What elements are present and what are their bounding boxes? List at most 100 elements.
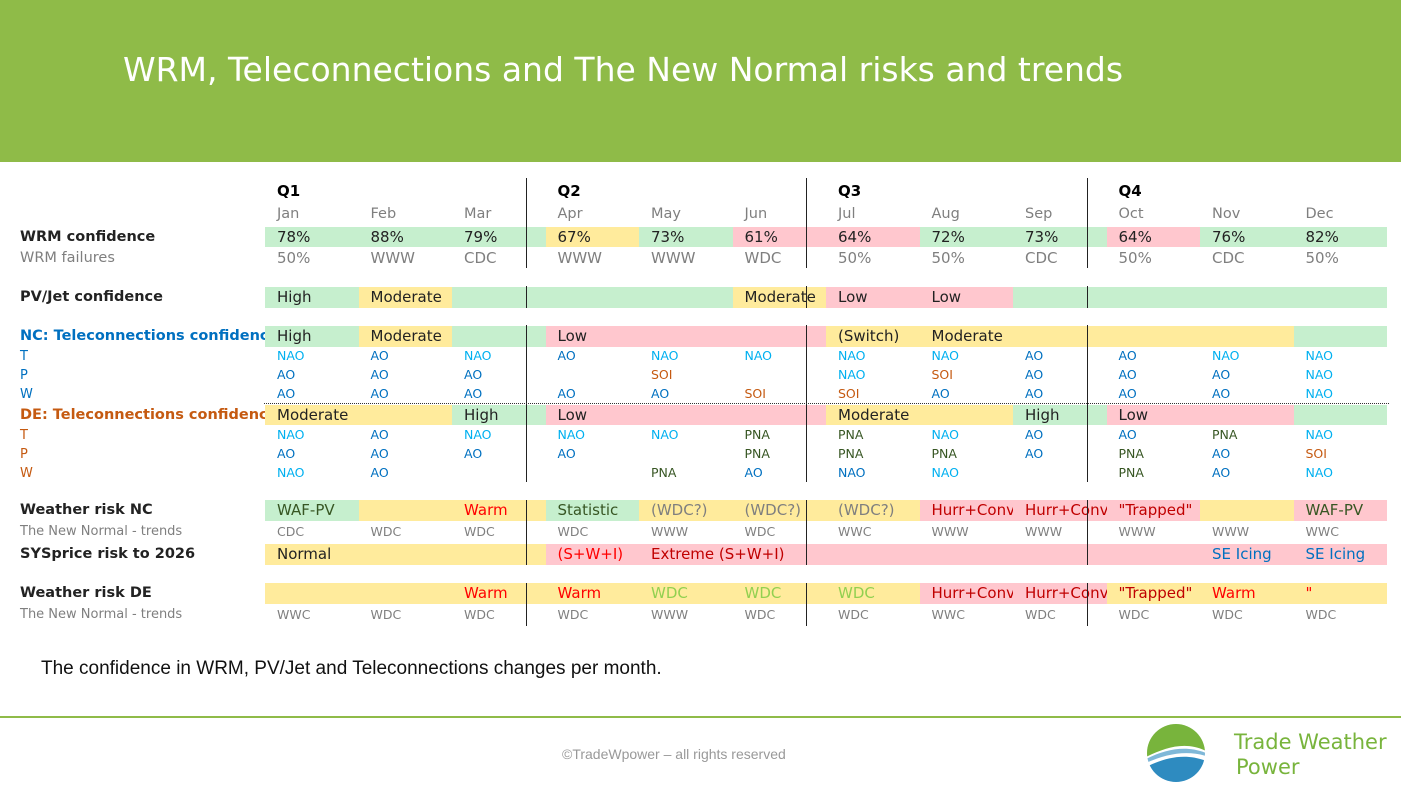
month-header-mar: Mar	[464, 206, 492, 222]
cell-de-w-0: NAO	[277, 465, 305, 480]
cell-wrm-failures-10: CDC	[1212, 249, 1245, 267]
cell-weather-risk-de-9: "Trapped"	[1106, 583, 1200, 604]
copyright-notice: ©TradeWpower – all rights reserved	[562, 746, 786, 762]
cell-nc-p-8: AO	[1025, 367, 1044, 382]
cell-de-tele-confidence-4: High	[1013, 405, 1107, 425]
quarter-divider	[806, 500, 807, 565]
cell-nc-tele-confidence-5: Moderate	[919, 326, 1107, 347]
cell-de-t-1: AO	[370, 427, 389, 442]
cell-nc-t-4: NAO	[651, 348, 679, 363]
cell-nc-tele-confidence-7	[1293, 326, 1387, 347]
cell-nc-t-1: AO	[370, 348, 389, 363]
month-header-oct: Oct	[1118, 206, 1144, 222]
cell-pvjet-confidence-2	[452, 287, 546, 308]
row-label-nc-p: P	[20, 368, 28, 383]
cell-nc-w-3: AO	[557, 386, 576, 401]
cell-nc-w-1: AO	[370, 386, 389, 401]
cell-de-p-10: AO	[1212, 446, 1231, 461]
cell-wrm-failures-4: WWW	[651, 249, 696, 267]
cell-de-w-4: PNA	[651, 465, 677, 480]
quarter-divider	[1086, 583, 1088, 626]
row-label-weather-risk-nc: Weather risk NC	[20, 502, 153, 518]
month-header-jun: Jun	[744, 206, 768, 222]
cell-de-p-7: PNA	[931, 446, 957, 461]
cell-weather-risk-de-7: Hurr+Conv	[919, 583, 1015, 604]
cell-new-normal-de-11: WDC	[1305, 607, 1337, 622]
cell-new-normal-de-10: WDC	[1212, 607, 1243, 622]
cell-de-p-4	[639, 445, 733, 463]
cell-new-normal-nc-6: WWC	[838, 524, 872, 539]
quarter-divider	[525, 286, 527, 308]
cell-wrm-confidence-2: 79%	[452, 227, 546, 247]
cell-wrm-confidence-8: 73%	[1013, 227, 1107, 247]
cell-de-tele-confidence-1: High	[452, 405, 546, 425]
quarter-divider	[525, 583, 527, 626]
cell-de-p-8: AO	[1025, 446, 1044, 461]
cell-new-normal-nc-3: WDC	[557, 524, 589, 539]
month-header-sep: Sep	[1025, 206, 1053, 222]
cell-sysprice-risk-2: Extreme (S+W+I)	[639, 544, 826, 565]
cell-nc-p-5	[733, 366, 827, 384]
cell-nc-t-6: NAO	[838, 348, 866, 363]
footer-divider	[0, 716, 1401, 718]
quarter-divider	[525, 178, 527, 268]
cell-wrm-confidence-1: 88%	[358, 227, 452, 247]
title-banner: WRM, Teleconnections and The New Normal …	[0, 0, 1401, 162]
cell-weather-risk-de-5: WDC	[732, 583, 826, 604]
cell-nc-tele-confidence-3: Low	[545, 326, 826, 347]
cell-weather-risk-nc-4: (WDC?)	[639, 500, 733, 521]
cell-nc-p-6: NAO	[838, 367, 866, 382]
cell-wrm-confidence-0: 78%	[265, 227, 359, 247]
dotted-separator	[264, 403, 1389, 404]
cell-nc-p-3	[546, 366, 640, 384]
cell-nc-p-11: NAO	[1305, 367, 1334, 382]
quarter-header-q4: Q4	[1118, 182, 1142, 200]
cell-new-normal-nc-9: WWW	[1118, 524, 1156, 539]
cell-de-tele-confidence-3: Moderate	[826, 405, 1013, 425]
cell-sysprice-risk-0: Normal	[265, 544, 546, 565]
cell-nc-p-0: AO	[277, 367, 296, 382]
cell-sysprice-risk-3	[826, 544, 1200, 565]
cell-wrm-failures-1: WWW	[370, 249, 416, 267]
cell-wrm-confidence-7: 72%	[919, 227, 1013, 247]
cell-new-normal-de-4: WWW	[651, 607, 689, 622]
row-label-weather-risk-de: Weather risk DE	[20, 585, 152, 601]
quarter-header-q3: Q3	[838, 182, 862, 200]
month-header-jan: Jan	[277, 206, 300, 222]
row-label-de-p: P	[20, 447, 28, 462]
cell-pvjet-confidence-3	[545, 287, 733, 308]
cell-new-normal-nc-11: WWC	[1305, 524, 1339, 539]
cell-pvjet-confidence-5: Low	[826, 287, 920, 308]
cell-de-w-2	[452, 464, 546, 482]
quarter-header-q2: Q2	[557, 182, 581, 200]
row-label-new-normal-de: The New Normal - trends	[20, 607, 183, 622]
cell-de-tele-confidence-6	[1293, 405, 1387, 425]
cell-sysprice-risk-1: (S+W+I)	[545, 544, 639, 565]
cell-nc-tele-confidence-2	[452, 326, 546, 347]
cell-de-p-0: AO	[277, 446, 296, 461]
cell-de-w-1: AO	[370, 465, 389, 480]
cell-nc-tele-confidence-6	[1106, 326, 1294, 347]
row-label-sysprice-risk: SYSprice risk to 2026	[20, 546, 196, 562]
cell-de-tele-confidence-2: Low	[545, 405, 826, 425]
cell-new-normal-de-6: WDC	[838, 607, 869, 622]
cell-de-tele-confidence-0: Moderate	[265, 405, 452, 425]
cell-de-w-8	[1013, 464, 1107, 482]
cell-nc-t-5: NAO	[744, 348, 773, 363]
cell-wrm-failures-5: WDC	[744, 249, 782, 267]
cell-nc-t-2: NAO	[464, 348, 492, 363]
cell-nc-t-10: NAO	[1212, 348, 1240, 363]
cell-weather-risk-de-0	[265, 583, 359, 604]
cell-wrm-failures-9: 50%	[1118, 249, 1152, 267]
cell-de-w-7: NAO	[931, 465, 960, 480]
cell-nc-w-7: AO	[931, 386, 950, 401]
cell-nc-p-2: AO	[464, 367, 483, 382]
cell-weather-risk-de-1	[358, 583, 452, 604]
quarter-divider	[806, 178, 807, 268]
cell-new-normal-de-0: WWC	[277, 607, 311, 622]
cell-nc-tele-confidence-1: Moderate	[358, 326, 452, 347]
cell-nc-w-6: SOI	[838, 386, 860, 401]
cell-new-normal-nc-5: WDC	[744, 524, 776, 539]
row-label-new-normal-nc: The New Normal - trends	[20, 524, 183, 539]
cell-wrm-confidence-4: 73%	[639, 227, 733, 247]
